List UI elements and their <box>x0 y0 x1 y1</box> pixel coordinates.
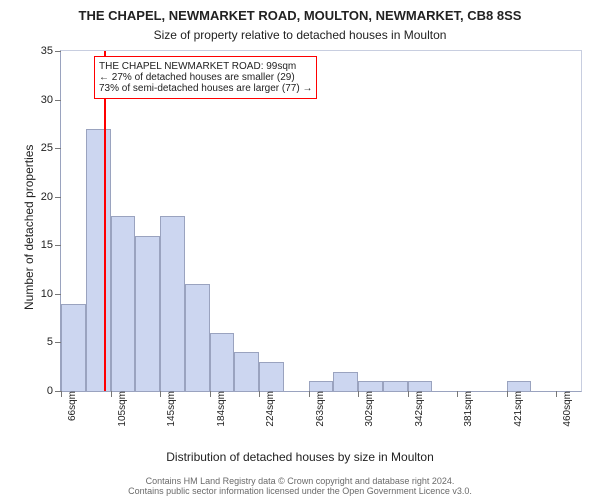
y-tick-label: 15 <box>41 239 61 251</box>
x-tick-label: 460sqm <box>560 391 573 427</box>
x-tick-label: 184sqm <box>214 391 227 427</box>
y-tick-label: 20 <box>41 191 61 203</box>
y-tick-label: 0 <box>47 385 61 397</box>
y-tick-label: 5 <box>47 336 61 348</box>
x-tick-label: 105sqm <box>115 391 128 427</box>
histogram-bar <box>111 216 136 391</box>
x-tick <box>507 391 508 397</box>
y-axis-label: Number of detached properties <box>22 145 36 310</box>
property-marker-line <box>104 51 106 391</box>
x-tick <box>309 391 310 397</box>
histogram-bar <box>86 129 111 391</box>
y-tick-label: 10 <box>41 288 61 300</box>
histogram-bar <box>135 236 160 391</box>
annotation-line-3: 73% of semi-detached houses are larger (… <box>99 83 312 94</box>
x-tick-label: 421sqm <box>511 391 524 427</box>
histogram-bar <box>383 381 408 391</box>
attribution: Contains HM Land Registry data © Crown c… <box>0 476 600 496</box>
annotation-line-2: ← 27% of detached houses are smaller (29… <box>99 72 312 83</box>
x-tick <box>61 391 62 397</box>
annotation-box: THE CHAPEL NEWMARKET ROAD: 99sqm ← 27% o… <box>94 56 317 99</box>
chart-subtitle: Size of property relative to detached ho… <box>0 28 600 42</box>
histogram-bar <box>358 381 383 391</box>
x-tick-label: 263sqm <box>313 391 326 427</box>
histogram-bar <box>160 216 185 391</box>
histogram-bar <box>210 333 235 391</box>
x-tick <box>259 391 260 397</box>
histogram-bar <box>408 381 433 391</box>
annotation-line-1: THE CHAPEL NEWMARKET ROAD: 99sqm <box>99 61 312 72</box>
figure: THE CHAPEL, NEWMARKET ROAD, MOULTON, NEW… <box>0 0 600 500</box>
x-tick <box>111 391 112 397</box>
x-tick-label: 302sqm <box>362 391 375 427</box>
y-tick-label: 25 <box>41 142 61 154</box>
histogram-bar <box>507 381 532 391</box>
x-tick <box>160 391 161 397</box>
x-tick <box>408 391 409 397</box>
x-tick-label: 66sqm <box>65 391 78 421</box>
y-tick-label: 35 <box>41 45 61 57</box>
histogram-bar <box>234 352 259 391</box>
histogram-bar <box>259 362 284 391</box>
x-tick-label: 342sqm <box>412 391 425 427</box>
x-tick <box>457 391 458 397</box>
x-tick <box>556 391 557 397</box>
x-tick-label: 381sqm <box>461 391 474 427</box>
plot-area: 0510152025303566sqm105sqm145sqm184sqm224… <box>60 50 582 392</box>
histogram-bar <box>61 304 86 391</box>
x-axis-label: Distribution of detached houses by size … <box>0 450 600 464</box>
histogram-bar <box>309 381 334 391</box>
attribution-line-2: Contains public sector information licen… <box>0 486 600 496</box>
y-tick-label: 30 <box>41 94 61 106</box>
histogram-bar <box>333 372 358 391</box>
x-tick-label: 224sqm <box>263 391 276 427</box>
histogram-bar <box>185 284 210 391</box>
x-tick-label: 145sqm <box>164 391 177 427</box>
x-tick <box>210 391 211 397</box>
attribution-line-1: Contains HM Land Registry data © Crown c… <box>0 476 600 486</box>
x-tick <box>358 391 359 397</box>
chart-title: THE CHAPEL, NEWMARKET ROAD, MOULTON, NEW… <box>0 8 600 23</box>
